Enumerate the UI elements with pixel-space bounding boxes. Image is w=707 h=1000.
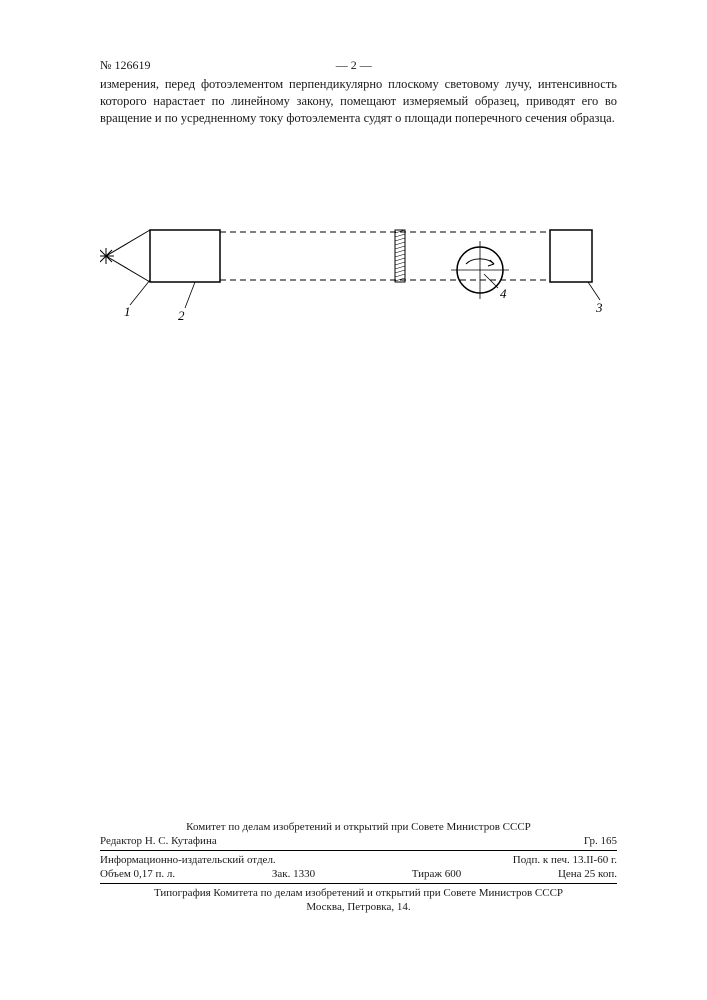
committee-line: Комитет по делам изобретений и открытий …: [100, 820, 617, 834]
tirage: Тираж 600: [412, 868, 462, 880]
page: № 126619 — 2 — измерения, перед фотоэлем…: [0, 0, 707, 1000]
typography-2: Москва, Петровка, 14.: [100, 900, 617, 914]
optical-diagram: 1 2 4 3: [100, 210, 620, 350]
divider-2: [100, 883, 617, 884]
svg-text:1: 1: [124, 304, 131, 319]
doc-number: № 126619: [100, 58, 150, 73]
dept: Информационно-издательский отдел.: [100, 854, 276, 866]
volume: Объем 0,17 п. л.: [100, 868, 175, 880]
price: Цена 25 коп.: [558, 868, 617, 880]
svg-text:4: 4: [500, 286, 507, 301]
typography-1: Типография Комитета по делам изобретений…: [100, 886, 617, 900]
header-spacer: [557, 58, 617, 73]
editor-row: Редактор Н. С. Кутафина Гр. 165: [100, 834, 617, 848]
page-indicator: — 2 —: [336, 58, 372, 73]
svg-text:3: 3: [595, 300, 603, 315]
signed-date: Подп. к печ. 13.II-60 г.: [513, 854, 617, 866]
group-no: Гр. 165: [584, 835, 617, 847]
page-header: № 126619 — 2 —: [100, 58, 617, 73]
editor: Редактор Н. С. Кутафина: [100, 835, 217, 847]
editor-label: Редактор: [100, 835, 142, 847]
imprint-block: Комитет по делам изобретений и открытий …: [100, 820, 617, 914]
body-paragraph: измерения, перед фотоэлементом перпендик…: [100, 76, 617, 127]
diagram-svg: 1 2 4 3: [100, 210, 620, 350]
order-no: Зак. 1330: [272, 868, 315, 880]
divider-1: [100, 850, 617, 851]
print-row: Объем 0,17 п. л. Зак. 1330 Тираж 600 Цен…: [100, 867, 617, 881]
dept-row: Информационно-издательский отдел. Подп. …: [100, 853, 617, 867]
svg-text:2: 2: [178, 308, 185, 323]
editor-name: Н. С. Кутафина: [145, 835, 217, 847]
